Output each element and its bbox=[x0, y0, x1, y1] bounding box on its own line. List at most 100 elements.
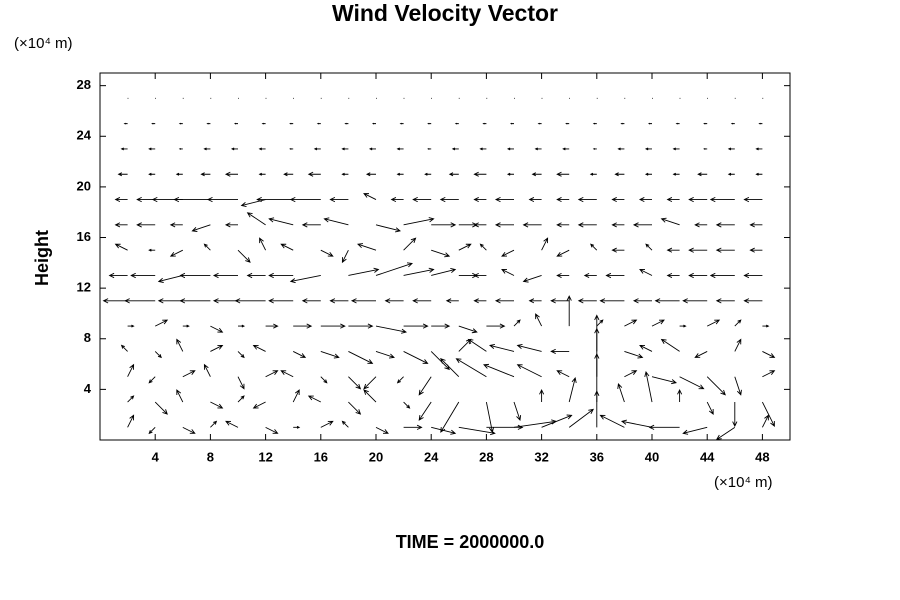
wind-vector bbox=[727, 147, 735, 151]
wind-vector bbox=[577, 222, 597, 228]
wind-vector bbox=[727, 172, 735, 176]
wind-vector bbox=[301, 222, 321, 228]
wind-vector bbox=[528, 298, 542, 304]
x-tick-label: 8 bbox=[207, 449, 214, 464]
wind-vector bbox=[203, 147, 211, 151]
wind-vector bbox=[679, 376, 705, 390]
wind-vector bbox=[240, 199, 266, 208]
wind-vector bbox=[486, 323, 506, 329]
wind-vector bbox=[749, 247, 763, 253]
wind-vector bbox=[624, 370, 638, 378]
wind-vector bbox=[645, 243, 653, 251]
wind-vector bbox=[660, 338, 680, 352]
wind-vector bbox=[265, 426, 279, 434]
y-tick-label: 16 bbox=[77, 229, 91, 244]
wind-vector bbox=[644, 172, 652, 176]
wind-vector bbox=[124, 298, 156, 304]
wind-vector bbox=[307, 395, 322, 403]
wind-vector bbox=[148, 427, 156, 435]
wind-vector bbox=[289, 196, 321, 203]
x-tick-label: 44 bbox=[700, 449, 715, 464]
wind-vector bbox=[179, 298, 211, 304]
wind-vector bbox=[114, 197, 128, 203]
chart-title: Wind Velocity Vector bbox=[332, 0, 558, 26]
wind-vector bbox=[697, 172, 708, 177]
wind-vector bbox=[341, 249, 349, 264]
wind-vector bbox=[130, 272, 156, 279]
wind-vector bbox=[473, 272, 487, 278]
y-tick-label: 8 bbox=[84, 330, 91, 345]
wind-vector bbox=[292, 389, 300, 403]
y-tick-label: 28 bbox=[77, 77, 91, 92]
wind-vector bbox=[341, 147, 349, 151]
wind-vector bbox=[734, 319, 742, 327]
wind-vector bbox=[755, 147, 763, 151]
wind-vector bbox=[316, 122, 321, 125]
y-tick-label: 4 bbox=[84, 381, 92, 396]
wind-vector bbox=[644, 371, 653, 403]
wind-vector bbox=[592, 122, 597, 125]
wind-vector bbox=[403, 351, 429, 364]
wind-vector bbox=[501, 249, 515, 257]
wind-vector bbox=[348, 351, 374, 364]
wind-vector bbox=[329, 298, 349, 304]
wind-vector bbox=[556, 171, 570, 177]
wind-vector bbox=[154, 401, 168, 415]
wind-vector bbox=[682, 426, 708, 435]
wind-vector bbox=[531, 172, 542, 177]
wind-vector bbox=[224, 171, 238, 177]
wind-vector bbox=[556, 197, 570, 203]
wind-vector bbox=[357, 243, 377, 251]
wind-vector bbox=[178, 148, 183, 150]
wind-vector bbox=[732, 402, 738, 428]
wind-vector bbox=[375, 325, 408, 334]
wind-vector bbox=[363, 193, 377, 200]
wind-vector bbox=[513, 319, 521, 327]
wind-vector bbox=[261, 122, 266, 125]
wind-vector bbox=[494, 196, 514, 203]
wind-vector bbox=[644, 147, 652, 151]
wind-vector bbox=[679, 324, 687, 328]
wind-vector bbox=[577, 298, 597, 304]
wind-vector bbox=[120, 147, 128, 151]
wind-vector bbox=[522, 222, 542, 228]
wind-vector bbox=[762, 351, 776, 358]
wind-vector bbox=[445, 298, 459, 304]
wind-vector bbox=[289, 122, 294, 125]
wind-vector bbox=[715, 247, 735, 253]
wind-vector bbox=[206, 196, 238, 203]
wind-vector bbox=[688, 272, 708, 279]
wind-vector bbox=[611, 197, 625, 203]
wind-vector bbox=[210, 420, 218, 428]
wind-vector bbox=[749, 222, 763, 228]
wind-vector bbox=[451, 147, 459, 151]
wind-vector bbox=[230, 147, 238, 151]
wind-vector bbox=[639, 269, 653, 276]
wind-vector bbox=[375, 224, 402, 233]
wind-vector bbox=[734, 338, 742, 352]
wind-vector bbox=[169, 222, 183, 228]
wind-vector bbox=[599, 298, 625, 304]
wind-vector bbox=[611, 222, 625, 228]
wind-vector bbox=[651, 376, 678, 385]
wind-vector bbox=[439, 196, 459, 203]
wind-vector bbox=[706, 401, 714, 415]
wind-vector bbox=[506, 172, 514, 176]
wind-vector bbox=[289, 275, 321, 284]
wind-vector bbox=[289, 148, 294, 150]
wind-vector bbox=[176, 338, 184, 352]
wind-vector bbox=[127, 395, 135, 403]
time-annotation: TIME = 2000000.0 bbox=[396, 532, 545, 552]
wind-vector bbox=[280, 243, 294, 251]
wind-vector bbox=[455, 358, 487, 378]
wind-vector bbox=[494, 298, 514, 304]
wind-vector bbox=[473, 171, 487, 177]
wind-vector bbox=[522, 275, 542, 283]
wind-vector bbox=[528, 197, 542, 203]
wind-vector bbox=[108, 272, 128, 279]
wind-vector bbox=[550, 298, 570, 304]
wind-vector bbox=[513, 401, 522, 422]
wind-vector bbox=[431, 222, 457, 228]
x-tick-label: 4 bbox=[152, 449, 160, 464]
wind-vector bbox=[117, 172, 128, 177]
